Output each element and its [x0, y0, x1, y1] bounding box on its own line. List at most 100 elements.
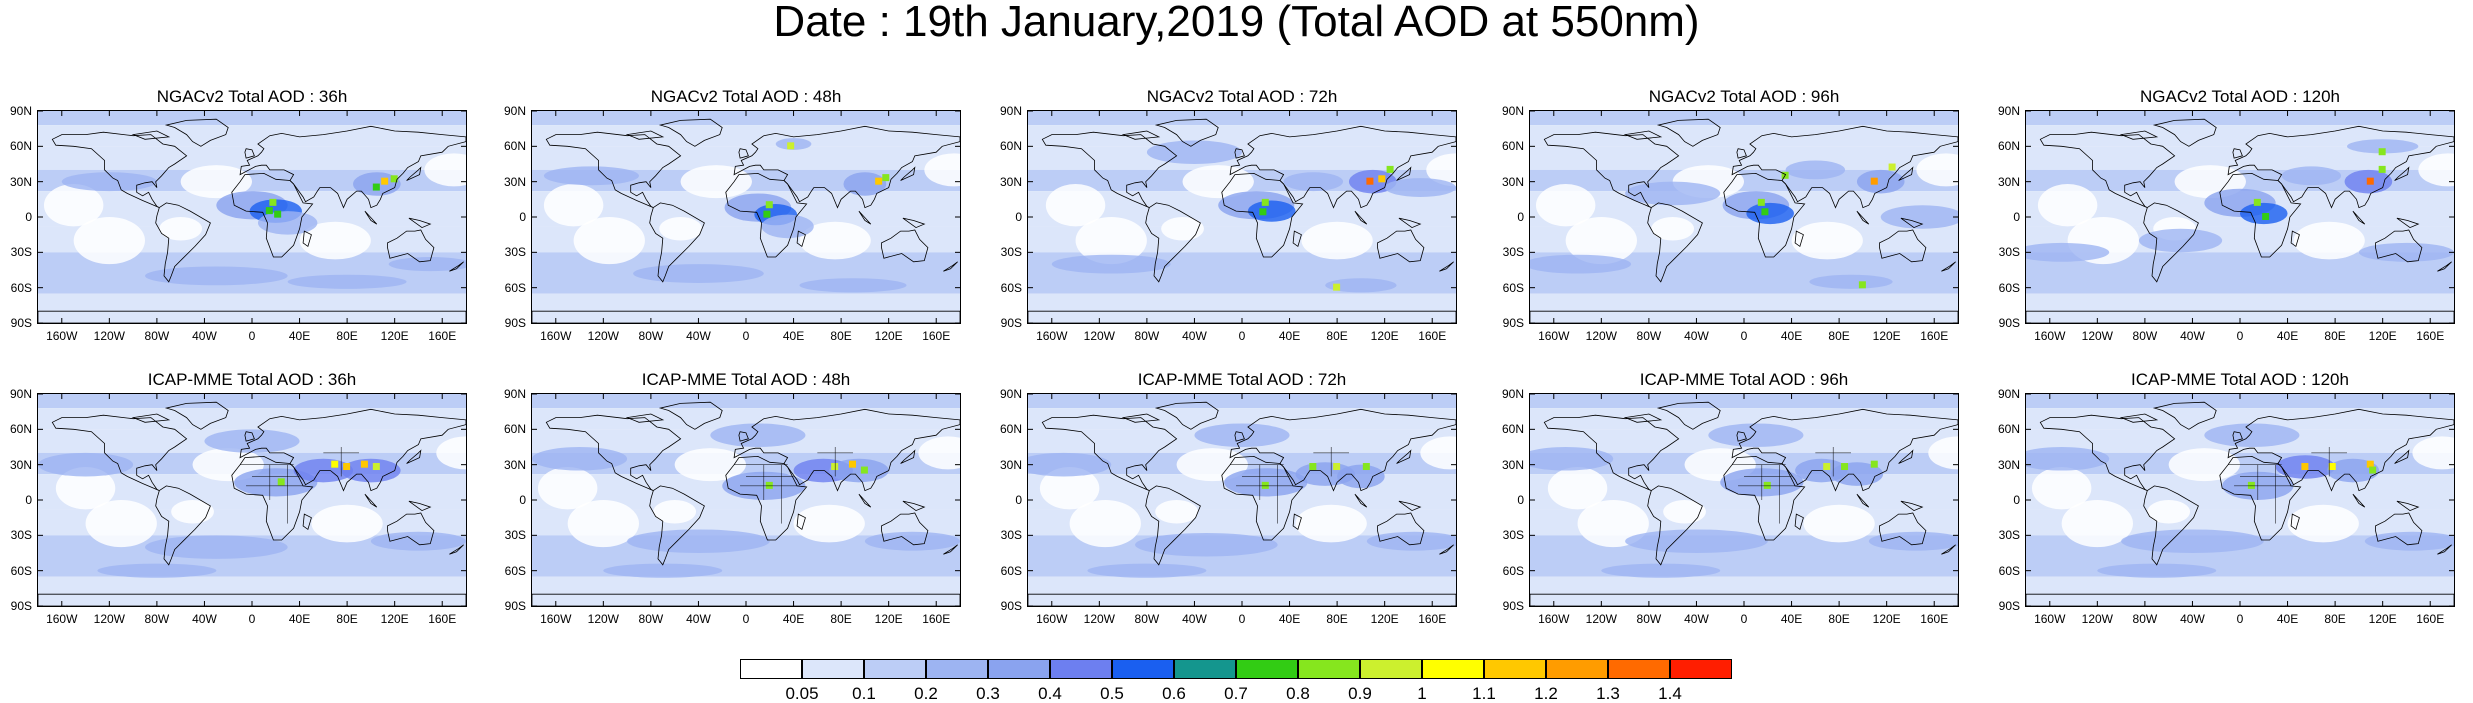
coastline — [2039, 131, 2176, 208]
map-frame — [2025, 110, 2455, 324]
colorbar-swatch — [988, 659, 1050, 679]
aod-band — [2026, 394, 2454, 409]
aod-clean-region — [543, 184, 604, 227]
coastline — [239, 125, 466, 209]
lon-tick-label: 40E — [1278, 329, 1301, 343]
colorbar-swatch — [740, 659, 802, 679]
coastline — [155, 202, 211, 283]
colorbar-label: 1.4 — [1658, 684, 1682, 703]
lon-tick-label: 160W — [1538, 612, 1570, 626]
aod-plume — [1856, 169, 1905, 194]
aod-hotspot — [2378, 165, 2386, 173]
aod-plume — [2204, 423, 2300, 447]
aod-band — [1028, 394, 1456, 409]
lat-tick-label: 90N — [1997, 387, 2020, 401]
aod-plume — [341, 458, 401, 483]
colorbar-swatch — [1298, 659, 1360, 679]
lon-tick-label: 120W — [1585, 612, 1617, 626]
aod-plume — [1247, 200, 1296, 222]
aod-plume — [1087, 563, 1207, 578]
coastline — [2290, 513, 2300, 531]
lon-tick-label: 160W — [46, 329, 78, 343]
lat-tick-label: 60S — [1000, 280, 1022, 295]
aod-plume — [2026, 242, 2110, 262]
coastline — [625, 413, 665, 423]
coastline — [2119, 413, 2159, 423]
coastline — [1377, 229, 1425, 263]
aod-band — [1530, 394, 1958, 409]
coastline — [2219, 455, 2302, 541]
aod-plume — [1194, 423, 1290, 447]
lon-tick-label: 120E — [1370, 329, 1399, 343]
aod-plume — [1337, 464, 1385, 489]
coastline — [1234, 148, 1245, 159]
aod-band — [1530, 111, 1958, 126]
lon-tick-label: 120W — [587, 612, 619, 626]
coastline — [1900, 217, 1924, 229]
coastline — [1221, 172, 1304, 258]
aod-band — [532, 408, 960, 430]
lon-tick-label: 0 — [742, 329, 750, 343]
lat-tick-label: 30N — [1501, 174, 1524, 189]
map-frame — [37, 110, 467, 324]
aod-hotspot — [277, 478, 285, 486]
lat-tick-label: 0 — [1015, 493, 1022, 507]
coastline — [1028, 593, 1456, 606]
aod-plume — [2326, 458, 2380, 483]
lon-tick-label: 40E — [782, 612, 805, 626]
coastline — [2396, 500, 2420, 512]
coastline — [725, 455, 808, 541]
coastline — [244, 148, 255, 159]
coastline — [1354, 493, 1368, 508]
map-panel-icap-mme-48h: ICAP-MME Total AOD : 48h 90N 60N 30N 0 30S 60S… — [494, 371, 974, 625]
lat-tick-label: 90N — [503, 387, 526, 401]
aod-hotspot — [2369, 466, 2377, 474]
coastline — [649, 202, 705, 283]
lat-tick-label: 30N — [1501, 457, 1524, 472]
aod-map — [532, 111, 960, 323]
aod-hotspot — [1870, 460, 1878, 468]
coastline — [1723, 455, 1806, 541]
aod-map — [1530, 111, 1958, 323]
coastline — [239, 408, 466, 492]
coastline — [449, 261, 464, 272]
coastline — [38, 310, 466, 323]
aod-hotspot — [1841, 463, 1849, 471]
coastline — [406, 449, 422, 464]
aod-band — [1028, 270, 1456, 294]
coastline — [1731, 408, 1958, 492]
aod-clean-region — [159, 217, 203, 241]
coastline — [1028, 310, 1456, 323]
lon-tick-label: 80W — [2132, 612, 2158, 626]
aod-band — [1530, 553, 1958, 577]
aod-plume — [370, 531, 466, 551]
aod-plume — [1708, 423, 1804, 447]
lon-tick-label: 160W — [1036, 612, 1068, 626]
colorbar-label: 0.5 — [1100, 684, 1124, 703]
coastline — [1900, 500, 1924, 512]
aod-band — [1530, 125, 1958, 147]
aod-plume — [1530, 254, 1632, 274]
aod-plume — [829, 458, 889, 483]
coastline — [2152, 401, 2217, 430]
coastline — [733, 125, 960, 209]
coastline — [1736, 148, 1747, 159]
aod-clean-region — [1069, 500, 1141, 548]
aod-map — [2026, 394, 2454, 606]
aod-map — [1028, 394, 1456, 606]
lat-tick-label: 30N — [9, 174, 32, 189]
aod-plume — [627, 529, 770, 553]
lat-tick-label: 60S — [10, 280, 32, 295]
coastline — [1530, 593, 1958, 606]
coastline — [2352, 493, 2366, 508]
coastline — [649, 485, 705, 566]
aod-band — [2026, 125, 2454, 147]
map-panel-ngacv2-36h: NGACv2 Total AOD : 36h 90N 60N 30N 0 30S 60S 90… — [0, 88, 480, 342]
colorbar-swatch — [1174, 659, 1236, 679]
coastline — [51, 414, 188, 491]
panel-title: NGACv2 Total AOD : 120h — [2139, 87, 2340, 106]
aod-plume — [1785, 160, 1846, 180]
lon-tick-label: 120E — [380, 612, 409, 626]
aod-hotspot — [390, 175, 398, 183]
map-frame — [1529, 110, 1959, 324]
